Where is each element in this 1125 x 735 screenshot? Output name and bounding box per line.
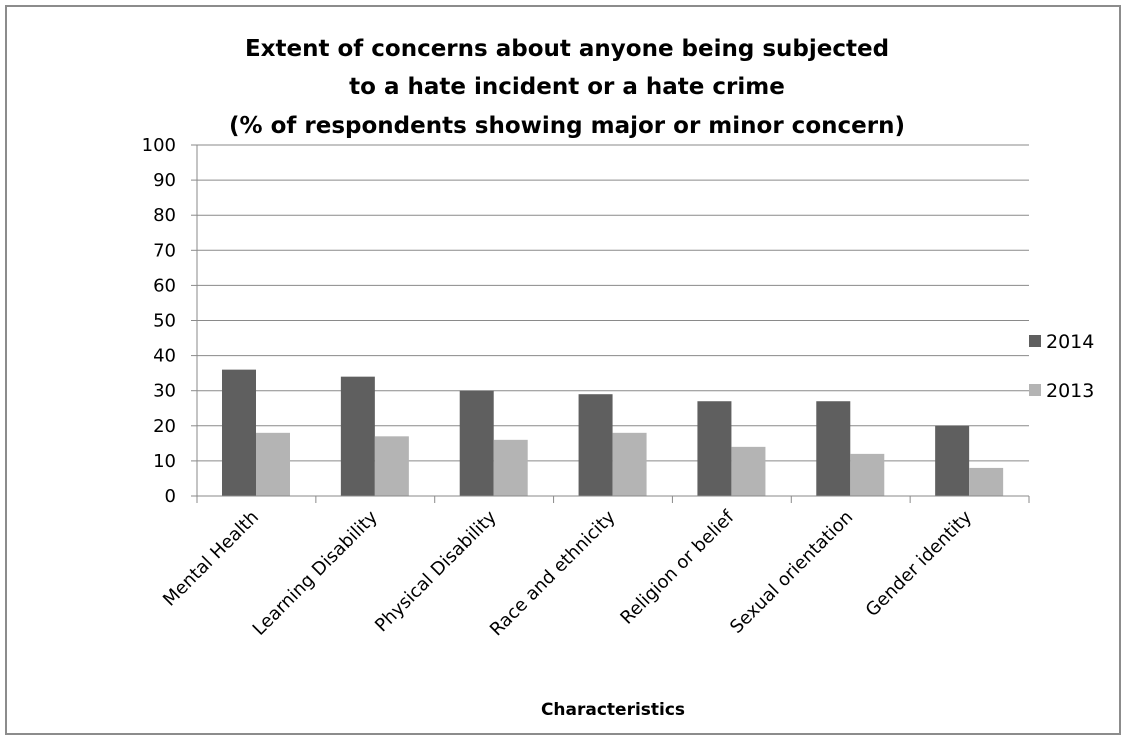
bar-2013-learning-disability bbox=[374, 436, 409, 496]
y-tick-label: 30 bbox=[153, 381, 176, 402]
legend-label-2013: 2013 bbox=[1046, 380, 1094, 402]
chart-title: Extent of concerns about anyone being su… bbox=[229, 36, 905, 139]
bar-2014-religion-or-belief bbox=[697, 401, 732, 496]
y-axis-tick-labels: 0 10 20 30 40 50 60 70 80 90 100 bbox=[142, 135, 176, 507]
bar-2013-sexual-orientation bbox=[850, 453, 885, 496]
bar-2014-physical-disability bbox=[459, 390, 494, 496]
legend: 2014 2013 bbox=[1029, 331, 1094, 402]
bar-2014-learning-disability bbox=[340, 376, 375, 496]
bar-2014-gender-identity bbox=[935, 425, 970, 496]
y-tick-label: 10 bbox=[153, 451, 176, 472]
y-tick-label: 90 bbox=[153, 170, 176, 191]
legend-swatch-2014 bbox=[1029, 335, 1041, 347]
bars bbox=[222, 369, 1004, 496]
x-category-label: Physical Disability bbox=[371, 506, 501, 636]
axes bbox=[191, 144, 1030, 503]
y-tick-label: 60 bbox=[153, 275, 176, 296]
chart-title-line-1: Extent of concerns about anyone being su… bbox=[245, 36, 889, 62]
chart-title-line-2: to a hate incident or a hate crime bbox=[349, 74, 785, 100]
y-tick-label: 100 bbox=[142, 135, 176, 156]
bar-2014-mental-health bbox=[222, 369, 256, 496]
bar-2013-mental-health bbox=[256, 432, 290, 496]
y-tick-label: 20 bbox=[153, 416, 176, 437]
chart-title-line-3: (% of respondents showing major or minor… bbox=[229, 113, 905, 139]
x-category-label: Learning Disability bbox=[249, 506, 382, 639]
x-category-label: Mental Health bbox=[159, 507, 263, 611]
x-axis-title: Characteristics bbox=[541, 700, 685, 720]
y-tick-label: 80 bbox=[153, 205, 176, 226]
y-tick-label: 50 bbox=[153, 311, 176, 332]
gridlines bbox=[197, 144, 1029, 462]
x-category-label: Religion or belief bbox=[616, 506, 738, 628]
chart-frame bbox=[5, 5, 1121, 735]
x-category-label: Gender identity bbox=[862, 506, 977, 621]
legend-label-2014: 2014 bbox=[1046, 331, 1094, 353]
x-category-label: Race and ethnicity bbox=[486, 506, 620, 640]
x-category-label: Sexual orientation bbox=[726, 507, 857, 638]
bar-2014-race-and-ethnicity bbox=[578, 394, 613, 496]
legend-swatch-2013 bbox=[1029, 384, 1041, 396]
bar-2014-sexual-orientation bbox=[816, 401, 851, 496]
bar-2013-race-and-ethnicity bbox=[612, 432, 647, 496]
y-tick-label: 40 bbox=[153, 346, 176, 367]
y-tick-label: 70 bbox=[153, 240, 176, 261]
bar-2013-physical-disability bbox=[493, 439, 528, 496]
bar-2013-gender-identity bbox=[969, 467, 1004, 496]
y-tick-label: 0 bbox=[165, 486, 176, 507]
bar-2013-religion-or-belief bbox=[731, 446, 766, 496]
